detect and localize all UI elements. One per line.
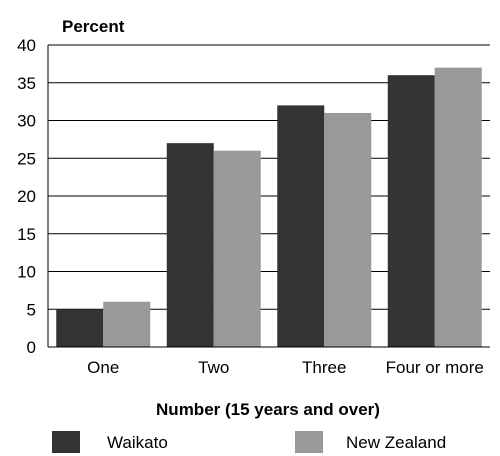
x-tick-label: Two [198, 358, 229, 377]
bar-waikato [277, 105, 325, 348]
bar-new-zealand [324, 112, 372, 347]
y-tick-label: 20 [17, 187, 36, 206]
legend-label: Waikato [107, 433, 168, 452]
y-tick-label: 5 [27, 300, 36, 319]
legend-swatch [52, 431, 80, 453]
y-tick-label: 15 [17, 225, 36, 244]
gridlines [48, 44, 490, 310]
bar-new-zealand [213, 150, 261, 347]
bar-waikato [56, 309, 104, 347]
bar-waikato [387, 75, 435, 347]
x-tick-label: Three [302, 358, 346, 377]
bars [56, 67, 482, 348]
x-tick-label: Four or more [386, 358, 484, 377]
y-tick-label: 30 [17, 112, 36, 131]
y-axis-label: Percent [62, 17, 125, 36]
x-axis-label: Number (15 years and over) [156, 400, 380, 419]
y-tick-label: 0 [27, 338, 36, 357]
y-tick-label: 35 [17, 74, 36, 93]
x-tick-label: One [87, 358, 119, 377]
legend-swatch [295, 431, 323, 453]
x-tick-labels: One Two Three Four or more [87, 358, 484, 377]
bar-new-zealand [434, 67, 482, 348]
axes [47, 45, 490, 348]
y-tick-label: 10 [17, 263, 36, 282]
legend-label: New Zealand [346, 433, 446, 452]
y-tick-label: 25 [17, 149, 36, 168]
y-tick-label: 40 [17, 36, 36, 55]
bar-new-zealand [103, 301, 151, 347]
legend: Waikato New Zealand [52, 431, 446, 453]
bar-waikato [166, 143, 214, 347]
y-tick-labels: 0 5 10 15 20 25 30 35 40 [17, 36, 36, 357]
